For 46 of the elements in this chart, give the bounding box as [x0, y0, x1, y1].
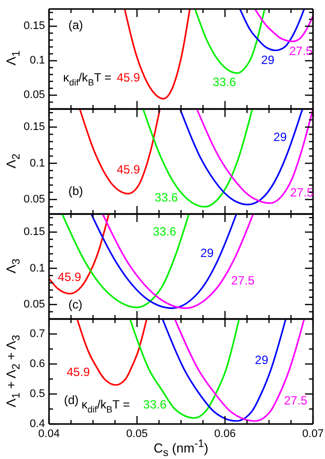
series-label: 33.6: [212, 75, 236, 90]
y-tick-label: 0.6: [30, 358, 45, 370]
y-tick-label: 0.15: [24, 226, 45, 238]
x-tick-label: 0.04: [38, 428, 60, 440]
x-tick-label: 0.07: [302, 428, 324, 440]
annotation: (a): [68, 18, 84, 32]
series-label: 45.9: [116, 162, 140, 176]
annotation: (c): [68, 298, 82, 312]
annotation: (d): [64, 393, 79, 407]
series-label: 29: [200, 246, 214, 260]
series-label: 45.9: [58, 270, 82, 284]
annotation: κ$_{dif}$/k$_{B}$T =: [82, 398, 130, 414]
y-tick-label: 0.1: [30, 54, 45, 67]
y-tick-label: 0.1: [30, 157, 45, 170]
series-label: 29: [254, 352, 269, 367]
line-series: [174, 319, 305, 422]
y-tick-label: 0.05: [24, 298, 45, 311]
x-axis-title: C$_{s}$ (nm$^{-1}$): [154, 438, 208, 459]
x-tick-label: 0.06: [214, 428, 236, 440]
line-series: [254, 9, 313, 42]
series-label: 33.6: [152, 224, 177, 238]
series-label: 45.9: [66, 365, 90, 380]
series-label: 27.5: [231, 274, 255, 288]
annotation: (b): [68, 184, 84, 198]
series-label: 33.6: [143, 398, 167, 412]
series-label: 33.6: [154, 190, 178, 204]
y-tick-label: 0.15: [24, 121, 45, 134]
y-tick-label: 0.05: [24, 194, 45, 206]
y-tick-label: 0.5: [30, 388, 45, 400]
y-tick-label: 0.7: [30, 328, 45, 340]
series-label: 27.5: [284, 393, 308, 408]
series-label: 27.5: [289, 44, 313, 58]
y-tick-label: 0.15: [24, 20, 45, 32]
line-series: [49, 214, 110, 294]
y-tick-label: 0.05: [24, 89, 45, 102]
line-series: [142, 109, 254, 208]
y-tick-label: 0.1: [30, 262, 45, 274]
y-tick-label: 0.4: [30, 418, 45, 430]
annotation: κ$_{dif}$/k$_{B}$T =: [63, 70, 112, 88]
series-label: 29: [261, 53, 275, 68]
line-series: [129, 319, 240, 419]
line-series: [102, 214, 254, 309]
line-series: [196, 109, 313, 204]
series-label: 45.9: [116, 70, 140, 84]
x-tick-label: 0.05: [126, 428, 148, 440]
series-label: 29: [273, 130, 288, 144]
